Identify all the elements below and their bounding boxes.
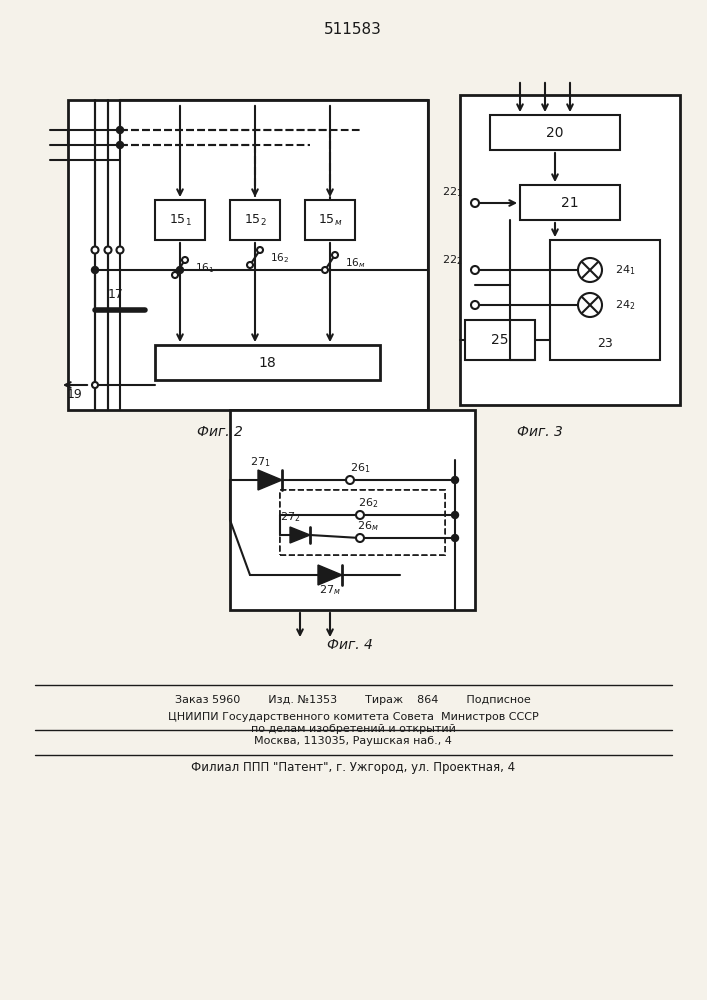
Circle shape bbox=[177, 266, 184, 273]
Polygon shape bbox=[258, 470, 282, 490]
Text: 26$_2$: 26$_2$ bbox=[358, 496, 378, 510]
Polygon shape bbox=[318, 565, 342, 585]
Text: 25: 25 bbox=[491, 333, 509, 347]
Circle shape bbox=[105, 246, 112, 253]
Text: 16$_м$: 16$_м$ bbox=[345, 256, 366, 270]
Text: 22$_1$: 22$_1$ bbox=[441, 185, 462, 199]
Text: по делам изобретений и открытий: по делам изобретений и открытий bbox=[250, 724, 455, 734]
Circle shape bbox=[117, 246, 124, 253]
Text: 27$_2$: 27$_2$ bbox=[280, 510, 300, 524]
Circle shape bbox=[91, 266, 98, 273]
Circle shape bbox=[346, 476, 354, 484]
Text: 17: 17 bbox=[108, 288, 124, 302]
Text: 24$_1$: 24$_1$ bbox=[615, 263, 636, 277]
Polygon shape bbox=[290, 527, 310, 543]
Circle shape bbox=[182, 257, 188, 263]
Circle shape bbox=[356, 511, 364, 519]
Text: 23: 23 bbox=[597, 337, 613, 350]
Circle shape bbox=[247, 262, 253, 268]
Circle shape bbox=[172, 272, 178, 278]
Circle shape bbox=[471, 199, 479, 207]
Text: Заказ 5960        Изд. №1353        Тираж    864        Подписное: Заказ 5960 Изд. №1353 Тираж 864 Подписно… bbox=[175, 695, 531, 705]
Text: Фиг. 4: Фиг. 4 bbox=[327, 638, 373, 652]
Circle shape bbox=[471, 266, 479, 274]
Bar bbox=[465, 320, 535, 360]
Circle shape bbox=[452, 512, 459, 518]
Bar bbox=[155, 200, 205, 240]
Text: 18: 18 bbox=[258, 356, 276, 370]
Text: 26$_м$: 26$_м$ bbox=[357, 519, 379, 533]
Text: 24$_2$: 24$_2$ bbox=[615, 298, 636, 312]
Text: 20: 20 bbox=[547, 126, 563, 140]
Circle shape bbox=[578, 258, 602, 282]
Bar bbox=[305, 200, 355, 240]
Bar bbox=[280, 490, 445, 555]
Circle shape bbox=[91, 246, 98, 253]
Circle shape bbox=[117, 141, 124, 148]
Text: 16$_1$: 16$_1$ bbox=[195, 261, 214, 275]
Circle shape bbox=[332, 252, 338, 258]
Circle shape bbox=[471, 301, 479, 309]
Text: 511583: 511583 bbox=[324, 22, 382, 37]
Bar bbox=[155, 345, 380, 380]
Bar bbox=[490, 115, 620, 150]
Text: Фиг. 2: Фиг. 2 bbox=[197, 425, 243, 439]
Text: 22$_2$: 22$_2$ bbox=[442, 253, 462, 267]
Text: Фиг. 3: Фиг. 3 bbox=[517, 425, 563, 439]
Bar bbox=[230, 410, 475, 610]
Text: 16$_2$: 16$_2$ bbox=[270, 251, 289, 265]
Text: 27$_м$: 27$_м$ bbox=[319, 583, 341, 597]
Circle shape bbox=[356, 534, 364, 542]
Circle shape bbox=[578, 293, 602, 317]
Bar bbox=[230, 200, 280, 240]
Circle shape bbox=[322, 267, 328, 273]
Text: 27$_1$: 27$_1$ bbox=[250, 455, 270, 469]
Bar bbox=[280, 490, 445, 555]
Text: 15$_м$: 15$_м$ bbox=[318, 212, 342, 228]
Text: Филиал ППП "Патент", г. Ужгород, ул. Проектная, 4: Филиал ППП "Патент", г. Ужгород, ул. Про… bbox=[191, 762, 515, 774]
Circle shape bbox=[452, 477, 459, 484]
Text: Москва, 113035, Раушская наб., 4: Москва, 113035, Раушская наб., 4 bbox=[254, 736, 452, 746]
Text: 26$_1$: 26$_1$ bbox=[350, 461, 370, 475]
Text: 21: 21 bbox=[561, 196, 579, 210]
Circle shape bbox=[452, 534, 459, 542]
Circle shape bbox=[257, 247, 263, 253]
Circle shape bbox=[92, 382, 98, 388]
Bar bbox=[520, 185, 620, 220]
Bar bbox=[68, 100, 428, 410]
Text: 15$_2$: 15$_2$ bbox=[244, 212, 267, 228]
Bar bbox=[550, 240, 660, 360]
Bar bbox=[460, 95, 680, 405]
Text: 15$_1$: 15$_1$ bbox=[168, 212, 192, 228]
Circle shape bbox=[117, 126, 124, 133]
Text: 19: 19 bbox=[67, 388, 83, 401]
Text: ЦНИИПИ Государственного комитета Совета  Министров СССР: ЦНИИПИ Государственного комитета Совета … bbox=[168, 712, 538, 722]
